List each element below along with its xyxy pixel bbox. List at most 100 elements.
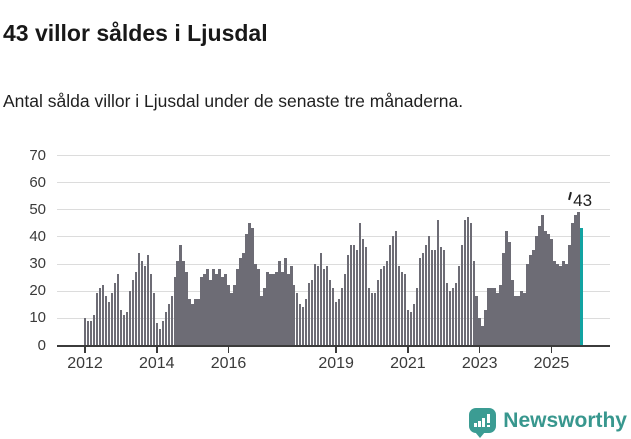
bar <box>529 255 532 345</box>
bar <box>305 298 308 345</box>
bar <box>161 320 164 345</box>
bar <box>179 244 182 345</box>
bar <box>194 298 197 345</box>
bar <box>314 263 317 345</box>
x-axis-label-2021: 2021 <box>390 355 426 372</box>
bar <box>149 274 152 345</box>
bar <box>574 214 577 345</box>
bar <box>484 309 487 345</box>
bar <box>490 288 493 345</box>
chart-title: 43 villor såldes i Ljusdal <box>3 20 268 47</box>
bar <box>511 279 514 345</box>
bar <box>364 247 368 345</box>
bar <box>221 277 224 345</box>
bar <box>146 255 149 345</box>
bar <box>559 266 562 345</box>
x-axis-tick-2016 <box>227 347 230 353</box>
x-axis-tick-2025 <box>550 347 553 353</box>
y-axis-label-70: 70 <box>29 146 46 164</box>
bar <box>346 255 350 345</box>
y-axis-label-30: 30 <box>29 255 46 273</box>
bar <box>493 288 496 345</box>
bar <box>367 288 371 345</box>
x-axis-line <box>57 345 610 347</box>
bar <box>284 258 287 345</box>
bar <box>125 312 129 345</box>
bar <box>547 233 550 345</box>
bar <box>224 274 227 345</box>
gridline-30 <box>57 263 610 265</box>
bar <box>272 274 275 345</box>
y-axis-label-10: 10 <box>29 309 46 327</box>
bar <box>370 293 374 345</box>
bar <box>245 233 248 345</box>
gridline-70 <box>57 155 610 157</box>
gridline-50 <box>57 209 610 211</box>
bar <box>290 266 293 345</box>
bar <box>445 282 448 345</box>
bar <box>299 304 302 345</box>
bar <box>439 247 442 345</box>
bar <box>104 296 108 345</box>
bar <box>400 271 404 345</box>
bar <box>430 250 434 345</box>
bar <box>239 258 242 345</box>
bar <box>212 269 215 345</box>
bar <box>388 244 392 345</box>
bar <box>209 279 212 345</box>
bar <box>158 328 161 345</box>
bar <box>113 282 117 345</box>
bar <box>568 244 571 345</box>
bar <box>409 312 413 345</box>
bar <box>155 323 158 345</box>
bar <box>550 239 553 345</box>
annotation-tick-mark <box>568 191 573 201</box>
bar <box>293 285 296 345</box>
bar <box>418 258 422 345</box>
bar <box>89 320 93 345</box>
bar <box>412 304 416 345</box>
bar <box>469 222 472 345</box>
bar <box>541 214 544 345</box>
bar <box>448 290 451 345</box>
bar <box>376 279 380 345</box>
bar <box>466 217 469 345</box>
bar <box>269 274 272 345</box>
bar <box>167 304 170 345</box>
bar <box>397 266 401 345</box>
x-axis-label-2023: 2023 <box>461 355 498 372</box>
bar <box>233 285 236 345</box>
x-axis-tick-2021 <box>407 347 409 353</box>
bar <box>463 220 466 345</box>
bar <box>116 274 120 345</box>
bar <box>382 266 386 345</box>
bar <box>538 225 541 345</box>
bar <box>460 244 463 345</box>
logo-bar-3 <box>482 418 485 427</box>
bar <box>352 244 356 345</box>
bar <box>302 307 305 345</box>
bar <box>328 279 332 345</box>
bar <box>257 269 260 345</box>
bar <box>343 274 347 345</box>
bar-highlighted <box>580 228 583 345</box>
bar <box>436 220 439 345</box>
bar <box>424 244 428 345</box>
bar <box>248 222 251 345</box>
bar <box>334 301 338 345</box>
bar <box>215 274 218 345</box>
logo-bar-1 <box>474 423 477 427</box>
bar <box>403 274 407 345</box>
bar <box>242 252 245 345</box>
bar <box>556 263 559 345</box>
x-axis-tick-2023 <box>478 347 481 353</box>
bar <box>311 279 314 345</box>
bar <box>86 320 90 345</box>
bar <box>131 279 135 345</box>
bar <box>134 271 138 345</box>
bar <box>107 301 111 345</box>
bar <box>526 263 529 345</box>
bar <box>514 296 517 345</box>
bar <box>275 271 278 345</box>
